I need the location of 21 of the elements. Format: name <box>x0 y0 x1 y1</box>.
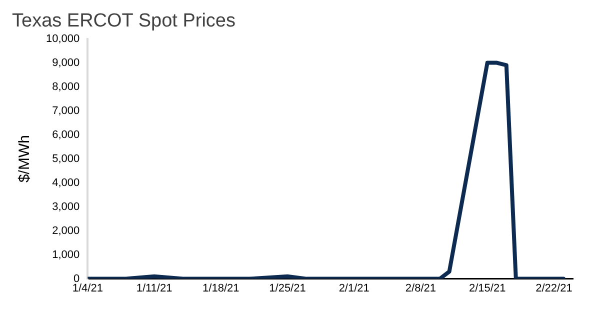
y-tick-label: 8,000 <box>52 80 80 93</box>
y-tick-label: 7,000 <box>52 104 80 117</box>
y-tick-label: 5,000 <box>52 152 80 165</box>
y-tick-label: 3,000 <box>52 200 80 213</box>
y-tick-label: 2,000 <box>52 224 80 237</box>
y-axis-title: $/MWh <box>16 135 34 183</box>
x-tick-label: 2/8/21 <box>405 282 436 294</box>
x-tick-label: 2/15/21 <box>468 282 506 294</box>
y-tick-label: 9,000 <box>52 56 80 69</box>
x-tick-label: 1/18/21 <box>202 282 240 294</box>
y-tick-label: 0 <box>74 272 80 285</box>
x-tick-label: 1/4/21 <box>72 282 103 294</box>
y-tick-label: 6,000 <box>52 128 80 141</box>
y-tick-label: 1,000 <box>52 248 80 261</box>
chart-title: Texas ERCOT Spot Prices <box>12 10 236 32</box>
x-tick-label: 1/11/21 <box>136 282 172 294</box>
y-tick-label: 4,000 <box>52 176 80 189</box>
x-tick-label: 1/25/21 <box>269 282 306 294</box>
y-tick-label: 10,000 <box>46 32 80 45</box>
x-tick-label: 2/22/21 <box>536 282 572 294</box>
x-tick-label: 2/1/21 <box>338 282 370 294</box>
